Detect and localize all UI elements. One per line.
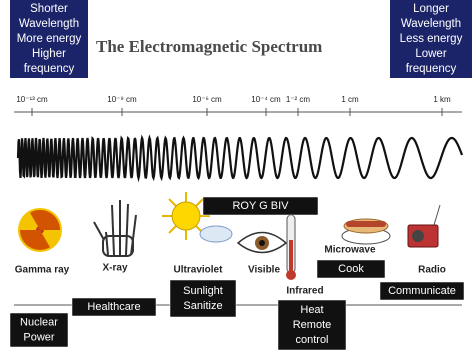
corner-text: frequency xyxy=(24,63,75,75)
note-box xyxy=(71,297,157,317)
note-text: Heat xyxy=(300,304,323,316)
scale-label: 1 cm xyxy=(341,95,359,104)
corner-text: More energy xyxy=(17,33,82,45)
band-label: Ultraviolet xyxy=(174,265,224,276)
note-text: Nuclear xyxy=(20,316,58,328)
note-box xyxy=(202,196,319,216)
corner-text: Higher xyxy=(32,48,66,60)
band-label: Microwave xyxy=(324,245,376,256)
corner-text: Shorter xyxy=(30,3,68,15)
corner-text: Wavelength xyxy=(401,18,461,30)
note-box xyxy=(277,299,347,351)
hotdog-icon xyxy=(341,218,391,245)
scale-label: 1 km xyxy=(433,95,451,104)
corner-text: Lower xyxy=(415,48,446,60)
note-text: Healthcare xyxy=(87,301,140,313)
note-text: control xyxy=(295,334,328,346)
note-text: Sunlight xyxy=(183,285,223,297)
note-text: Sanitize xyxy=(183,300,222,312)
band-label: Visible xyxy=(248,265,280,276)
corner-text: Wavelength xyxy=(19,18,79,30)
corner-box xyxy=(390,0,472,78)
scale-label: 10⁻⁴ cm xyxy=(251,95,281,104)
corner-box xyxy=(10,0,88,78)
eye-icon xyxy=(236,231,288,254)
sun-icon xyxy=(162,192,233,243)
wave xyxy=(16,134,464,183)
note-box xyxy=(379,281,465,301)
note-box xyxy=(9,312,69,348)
scale-label: 10⁻¹³ cm xyxy=(16,95,48,104)
note-text: ROY G BIV xyxy=(232,200,289,212)
band-label: X-ray xyxy=(102,263,127,274)
radiation-icon xyxy=(18,208,62,252)
corner-text: Less energy xyxy=(400,33,463,45)
title: The Electromagnetic Spectrum xyxy=(96,37,322,56)
note-text: Remote xyxy=(293,319,332,331)
note-text: Communicate xyxy=(388,285,456,297)
corner-text: frequency xyxy=(406,63,457,75)
corner-text: Longer xyxy=(413,3,449,15)
radio-icon xyxy=(407,204,441,248)
band-label: Infrared xyxy=(286,286,323,297)
note-text: Cook xyxy=(338,263,364,275)
scale-label: 10⁻⁹ cm xyxy=(107,95,137,104)
thermometer-icon xyxy=(286,214,296,280)
scale-label: 10⁻⁶ cm xyxy=(192,95,222,104)
band-label: Gamma ray xyxy=(15,265,70,276)
note-text: Power xyxy=(23,331,55,343)
note-box xyxy=(316,259,386,279)
band-label: Radio xyxy=(418,265,446,276)
note-box xyxy=(169,279,237,318)
scale-label: 1⁻² cm xyxy=(286,95,311,104)
hand-icon xyxy=(93,200,137,257)
